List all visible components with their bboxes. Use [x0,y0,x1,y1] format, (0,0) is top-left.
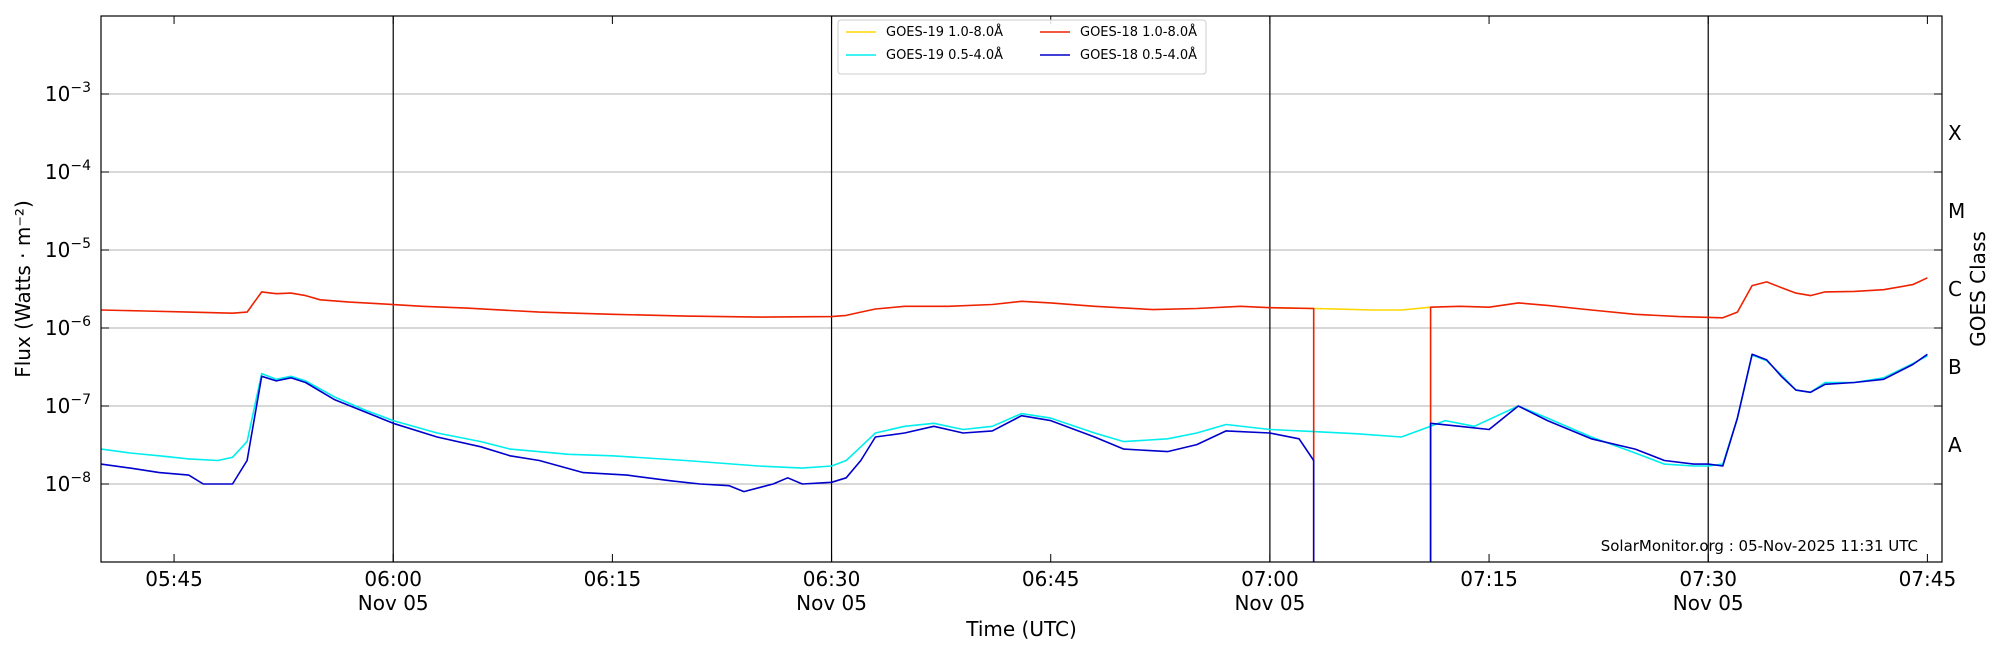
x-tick-date-label: Nov 05 [796,591,867,615]
series-layer [100,277,1928,562]
goes-class-labels: A B C M X [1948,121,1965,457]
x-tick-label: 06:45 [1022,567,1080,591]
legend-label: GOES-19 1.0-8.0Å [886,24,1003,40]
series-line-goes-18-1-0-8-0-after-gap [1429,277,1928,562]
x-axis-title: Time (UTC) [965,617,1077,641]
y-tick-label: 10−8 [45,470,91,496]
goes-class-a: A [1948,433,1962,457]
goes-class-c: C [1948,277,1962,301]
x-tick-label: 07:15 [1460,567,1518,591]
x-tick-label: 06:00 [364,567,422,591]
x-tick-label: 07:00 [1241,567,1299,591]
legend: GOES-19 1.0-8.0Å GOES-18 1.0-8.0Å GOES-19 … [837,19,1207,75]
legend-label: GOES-18 1.0-8.0Å [1080,24,1197,40]
y-tick-label: 10−5 [45,236,91,262]
y-tick-label: 10−3 [45,80,91,106]
x-tick-date-label: Nov 05 [358,591,429,615]
plot-frame [100,15,1943,563]
y-tick-label: 10−7 [45,392,91,418]
x-tick-date-label: Nov 05 [1234,591,1305,615]
time-marker-lines [392,16,1709,562]
legend-label: GOES-18 0.5-4.0Å [1080,47,1197,63]
x-tick-label: 05:45 [145,567,203,591]
goes-class-b: B [1948,355,1962,379]
goes-class-axis-title: GOES Class [1966,231,1990,347]
legend-box [837,19,1207,75]
y-axis-title: Flux (Watts · m⁻²) [11,200,35,378]
series-line-goes-18-0-5-4-0-after-gap [1429,353,1928,562]
x-tick-date-label: Nov 05 [1673,591,1744,615]
goes-class-m: M [1948,199,1965,223]
x-tick-label: 07:45 [1899,567,1957,591]
goes-class-x: X [1948,121,1962,145]
series-line-goes-18-1-0-8-0 [100,291,1315,562]
series-line-goes-18-0-5-4-0 [100,375,1315,562]
gridlines [101,93,1942,485]
y-axis-ticks: 10−8 10−7 10−6 10−5 10−4 10−3 [45,80,1942,496]
x-tick-label: 06:15 [584,567,642,591]
credit-text: SolarMonitor.org : 05-Nov-2025 11:31 UTC [1601,537,1918,555]
legend-label: GOES-19 0.5-4.0Å [886,47,1003,63]
y-tick-label: 10−6 [45,314,91,340]
y-tick-label: 10−4 [45,158,91,184]
x-tick-label: 07:30 [1679,567,1737,591]
series-line-goes-19-0-5-4-0 [100,354,1928,469]
x-tick-label: 06:30 [803,567,861,591]
